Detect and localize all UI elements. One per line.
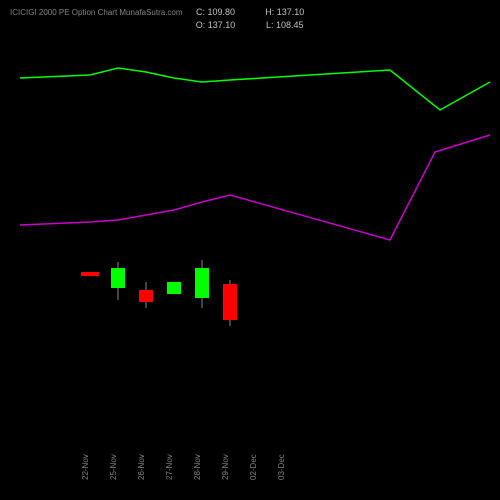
x-axis-label: 22-Nov xyxy=(81,454,90,480)
x-axis-label: 27-Nov xyxy=(165,454,174,480)
x-axis-labels: 22-Nov 25-Nov 26-Nov 27-Nov 28-Nov 29-Nov 02-D… xyxy=(0,430,500,480)
x-axis-label: 25-Nov xyxy=(109,454,118,480)
x-axis-label: 29-Nov xyxy=(221,454,230,480)
x-axis-label: 26-Nov xyxy=(137,454,146,480)
chart-container: ICICIGI 2000 PE Option Chart MunafaSutra… xyxy=(0,0,500,500)
chart-svg xyxy=(0,0,500,500)
x-axis-label: 03-Dec xyxy=(277,454,286,480)
x-axis-label: 28-Nov xyxy=(193,454,202,480)
x-axis-label: 02-Dec xyxy=(249,454,258,480)
